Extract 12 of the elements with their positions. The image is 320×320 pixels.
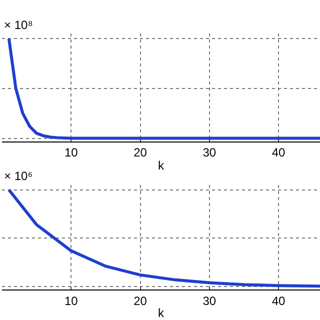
x-tick-label: 10 [64, 146, 78, 160]
x-axis-title: k [158, 158, 165, 173]
x-tick-label: 10 [64, 294, 78, 308]
x-tick-label: 20 [134, 146, 148, 160]
x-axis-title: k [158, 306, 165, 320]
x-tick-label: 20 [134, 294, 148, 308]
x-tick-label: 30 [202, 146, 216, 160]
x-tick-label: 40 [272, 294, 286, 308]
text: × 10⁸ [4, 18, 33, 32]
x-tick-label: 30 [202, 294, 216, 308]
x-tick-label: 40 [272, 146, 286, 160]
text: × 10⁶ [4, 169, 33, 183]
